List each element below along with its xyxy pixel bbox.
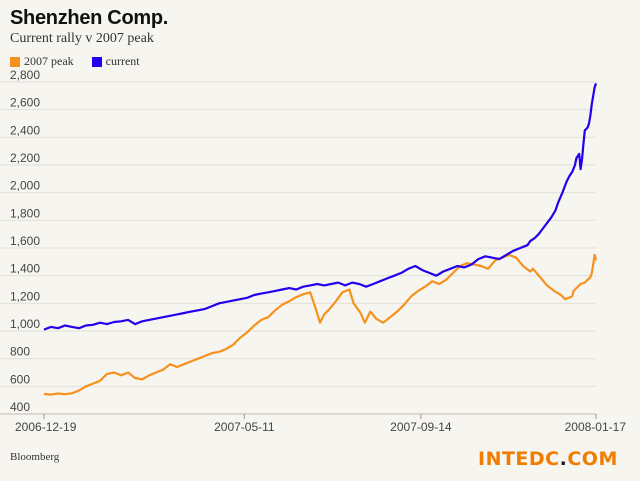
x-tick-label: 2007-05-11 <box>214 420 275 434</box>
y-tick-label: 1,200 <box>10 289 40 303</box>
y-tick-label: 1,400 <box>10 262 40 276</box>
series-line-2007-peak <box>43 253 598 396</box>
legend-swatch-blue <box>91 56 102 67</box>
chart-grid <box>0 81 596 415</box>
legend-item-2007-peak: 2007 peak <box>10 54 74 69</box>
y-tick-label: 2,200 <box>10 151 40 165</box>
legend-label-current: current <box>105 54 140 68</box>
chart-subtitle: Current rally v 2007 peak <box>10 31 154 46</box>
x-tick-label: 2006-12-19 <box>15 420 77 434</box>
watermark-right: COM <box>567 448 618 470</box>
y-tick-label: 400 <box>10 400 30 414</box>
y-tick-label: 2,800 <box>10 68 40 82</box>
x-axis-ticks: 2006-12-19 2007-05-11 2007-09-14 2008-01-17 <box>15 414 626 434</box>
legend-label-2007-peak: 2007 peak <box>24 54 74 68</box>
chart-title: Shenzhen Comp. <box>10 7 169 29</box>
chart-legend: 2007 peak current <box>10 54 140 69</box>
chart-series <box>43 83 598 396</box>
y-tick-label: 1,000 <box>10 317 40 331</box>
y-tick-label: 2,600 <box>10 96 40 110</box>
y-tick-label: 800 <box>10 345 30 359</box>
y-axis-ticks: 400 600 800 1,000 1,200 1,400 1,600 1,800 2,000 2… <box>10 68 40 414</box>
legend-swatch-orange <box>10 56 20 67</box>
x-tick-label: 2007-09-14 <box>390 420 452 434</box>
watermark-logo: INTEDC.COM <box>478 448 618 470</box>
x-tick-label: 2008-01-17 <box>565 420 627 434</box>
watermark-dot: . <box>559 448 568 470</box>
series-line-current <box>43 83 598 331</box>
y-tick-label: 1,800 <box>10 206 40 220</box>
source-label: Bloomberg <box>10 451 60 463</box>
y-tick-label: 1,600 <box>10 234 40 248</box>
y-tick-label: 2,400 <box>10 123 40 137</box>
y-tick-label: 600 <box>10 372 30 386</box>
y-tick-label: 2,000 <box>10 179 40 193</box>
watermark-left: INTEDC <box>478 448 560 470</box>
legend-item-current: current <box>91 54 140 69</box>
